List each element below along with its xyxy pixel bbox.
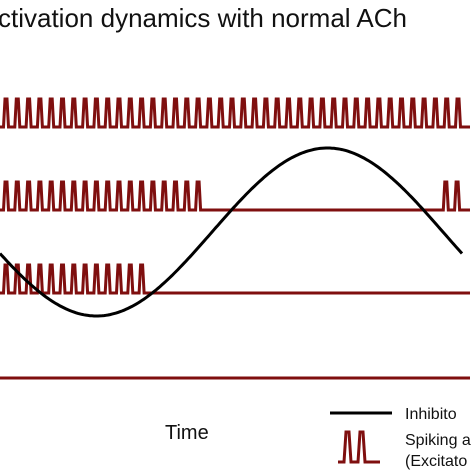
x-axis-label: Time [165, 422, 209, 444]
legend-spiking-label-2: (Excitato [405, 453, 467, 470]
legend-inhibition-label: Inhibito [405, 406, 457, 423]
legend-spiking-label-1: Spiking a [405, 432, 471, 449]
inhibition-sine-curve [0, 146, 464, 318]
trace-1-spikes [0, 97, 470, 129]
spike-traces [0, 97, 470, 380]
legend: Inhibito Spiking a (Excitato [330, 406, 471, 470]
legend-spike-icon [338, 430, 380, 464]
figure-title: ctivation dynamics with normal ACh [0, 3, 407, 33]
trace-3-spikes [0, 263, 470, 295]
trace-2-spikes [0, 180, 470, 212]
